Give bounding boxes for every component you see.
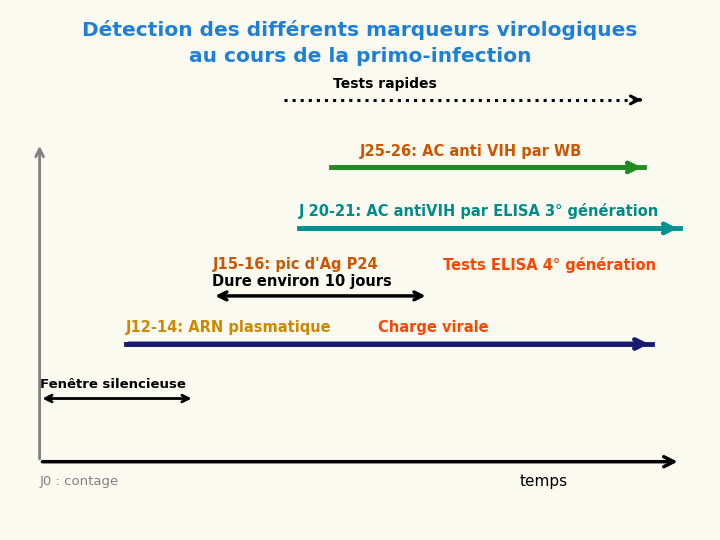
Text: Tests rapides: Tests rapides [333,77,437,91]
Text: J15-16: pic d'Ag P24: J15-16: pic d'Ag P24 [212,257,378,272]
Text: Charge virale: Charge virale [378,320,489,335]
Text: Fenêtre silencieuse: Fenêtre silencieuse [40,378,186,391]
Text: Tests ELISA 4° génération: Tests ELISA 4° génération [443,256,656,273]
Text: J25-26: AC anti VIH par WB: J25-26: AC anti VIH par WB [360,144,582,159]
Text: temps: temps [520,474,567,489]
Text: J12-14: ARN plasmatique: J12-14: ARN plasmatique [126,320,332,335]
Text: Détection des différents marqueurs virologiques: Détection des différents marqueurs virol… [82,19,638,40]
Text: Dure environ 10 jours: Dure environ 10 jours [212,274,392,289]
Text: au cours de la primo-infection: au cours de la primo-infection [189,47,531,66]
Text: J0 : contage: J0 : contage [40,475,119,488]
Text: J 20-21: AC antiVIH par ELISA 3° génération: J 20-21: AC antiVIH par ELISA 3° générat… [299,202,659,219]
